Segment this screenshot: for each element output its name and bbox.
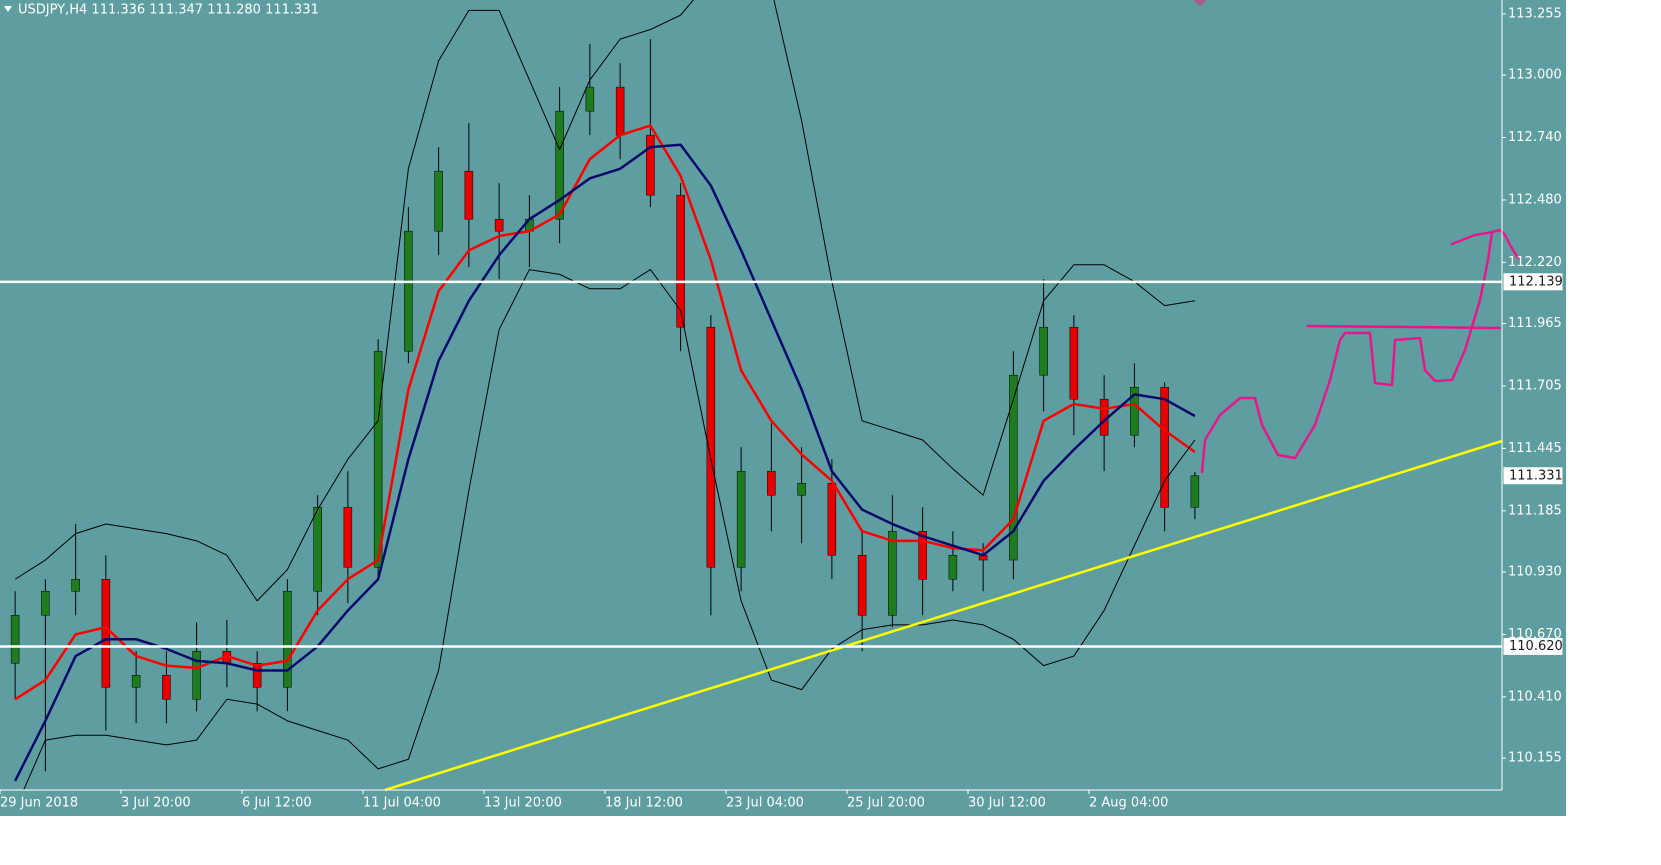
candle-body	[857, 554, 867, 616]
y-tick-label: 110.155	[1508, 751, 1562, 766]
marker	[1193, 0, 1207, 6]
x-tick-label: 13 Jul 20:00	[484, 796, 562, 811]
y-tick-label: 113.255	[1508, 6, 1562, 21]
indicator-line	[14, 0, 1195, 602]
y-tick-label: 111.445	[1508, 441, 1562, 456]
candle-body	[1069, 326, 1079, 400]
candle-body	[373, 350, 383, 568]
price-box	[1503, 637, 1563, 655]
hand-drawing	[1200, 228, 1520, 474]
x-tick-label: 23 Jul 04:00	[726, 796, 804, 811]
pink-line	[1306, 324, 1502, 330]
x-tick-label: 2 Aug 04:00	[1089, 796, 1168, 811]
candle-body	[101, 578, 111, 688]
candle-body	[676, 194, 685, 328]
y-tick-label: 111.965	[1508, 316, 1562, 331]
candle-body	[706, 326, 716, 568]
candle-body	[313, 506, 322, 592]
x-tick-label: 3 Jul 20:00	[121, 796, 191, 811]
menu-arrow	[4, 6, 12, 12]
candle-body	[1039, 326, 1048, 376]
candle-body	[555, 110, 564, 220]
y-tick-label: 112.480	[1508, 192, 1562, 207]
y-tick-label: 111.705	[1508, 378, 1562, 393]
x-tick-label: 6 Jul 12:00	[242, 796, 312, 811]
candle-body	[252, 663, 262, 688]
candle-body	[1160, 386, 1169, 508]
candle-body	[71, 578, 80, 592]
x-tick-label: 11 Jul 04:00	[363, 796, 441, 811]
candle-body	[1190, 475, 1200, 508]
price-label: 110.620	[1509, 639, 1563, 654]
candle-body	[434, 170, 443, 232]
candle-body	[585, 86, 595, 112]
price-label: 112.139	[1509, 274, 1563, 289]
candle-body	[797, 482, 806, 496]
price-box	[1503, 273, 1563, 291]
candle-body	[41, 590, 50, 616]
y-tick-label: 113.000	[1508, 68, 1562, 83]
candle-body	[615, 86, 625, 136]
candle-body	[646, 134, 655, 196]
y-tick-label: 110.410	[1508, 689, 1562, 704]
x-tick-label: 29 Jun 2018	[0, 796, 78, 811]
y-tick-label: 110.930	[1508, 565, 1562, 580]
price-label: 111.331	[1509, 468, 1563, 483]
candle-body	[283, 590, 292, 688]
candle-body	[888, 530, 897, 616]
candle-body	[464, 170, 474, 220]
candle-body	[1130, 386, 1139, 436]
pink-scribble	[1450, 230, 1495, 246]
candle-body	[767, 470, 776, 496]
candle-body	[404, 230, 413, 352]
candle-body	[494, 218, 504, 232]
chart-background	[0, 0, 1566, 816]
candle-body	[343, 506, 353, 568]
candle-body	[10, 614, 20, 664]
candle-body	[131, 675, 141, 688]
y-tick-label: 111.185	[1508, 503, 1562, 518]
x-tick-label: 30 Jul 12:00	[968, 796, 1046, 811]
y-tick-label: 112.220	[1508, 255, 1562, 270]
candle-body	[1009, 374, 1018, 561]
candle-body	[736, 470, 746, 568]
chart-title: USDJPY,H4 111.336 111.347 111.280 111.33…	[18, 3, 319, 18]
trend-line	[384, 439, 1503, 792]
x-tick-label: 25 Jul 20:00	[847, 796, 925, 811]
candle-body	[948, 554, 958, 580]
candle-body	[192, 651, 201, 700]
indicator-line	[14, 143, 1196, 782]
candle-body	[918, 530, 927, 580]
indicator-line	[23, 269, 1196, 790]
plot-area	[10, 0, 1200, 790]
x-tick-label: 18 Jul 12:00	[605, 796, 683, 811]
candle-body	[162, 675, 171, 700]
pink-scribble	[1200, 228, 1520, 474]
chart: USDJPY,H4 111.336 111.347 111.280 111.33…	[0, 0, 1566, 816]
price-box	[1503, 467, 1563, 485]
y-tick-label: 112.740	[1508, 130, 1562, 145]
candle-body	[827, 482, 837, 556]
